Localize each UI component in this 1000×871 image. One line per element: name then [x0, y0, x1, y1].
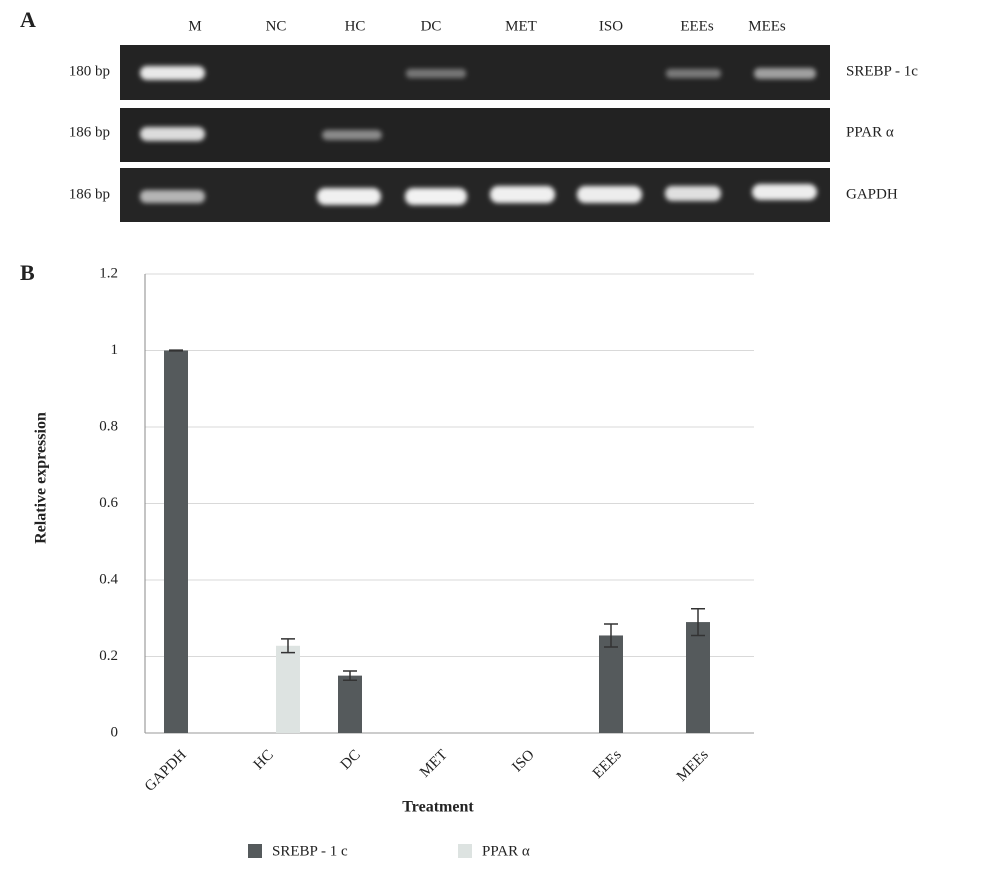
gene-label: SREBP - 1c [846, 63, 918, 79]
gene-label: PPAR α [846, 124, 894, 140]
error-bar [691, 607, 705, 637]
lane-label: HC [345, 18, 366, 34]
band-size: 180 bp [69, 63, 110, 79]
gel-image [120, 45, 830, 222]
y-axis-title: Relative expression [33, 412, 50, 544]
bar [599, 635, 623, 733]
lane-label: MET [505, 18, 537, 34]
y-tick-label: 0 [111, 724, 119, 740]
x-tick-label: ISO [509, 747, 538, 776]
y-tick-label: 1.2 [99, 265, 118, 281]
x-tick-label: EEEs [590, 747, 625, 782]
bar [686, 622, 710, 733]
lane-label: MEEs [748, 18, 786, 34]
x-tick-label: MEEs [674, 747, 712, 785]
panel-label: A [20, 7, 36, 32]
gene-label: GAPDH [846, 186, 898, 202]
legend-swatch [248, 844, 262, 858]
error-bar [169, 349, 183, 352]
y-tick-label: 0.2 [99, 648, 118, 664]
bar [164, 350, 188, 733]
x-tick-label: MET [417, 747, 451, 781]
lane-label: NC [266, 18, 287, 34]
legend-label: SREBP - 1 c [272, 843, 348, 859]
x-tick-label: GAPDH [142, 747, 190, 795]
x-axis-title: Treatment [402, 799, 474, 816]
panel-label: B [20, 260, 35, 285]
error-bar [604, 623, 618, 648]
error-bar [281, 638, 295, 654]
error-bar [343, 670, 357, 681]
y-tick-label: 0.8 [99, 418, 118, 434]
legend-swatch [458, 844, 472, 858]
lane-label: M [188, 18, 201, 34]
x-tick-label: HC [251, 747, 277, 773]
y-tick-label: 1 [111, 342, 119, 358]
y-tick-label: 0.4 [99, 571, 118, 587]
x-tick-label: DC [338, 747, 364, 773]
bar [338, 675, 362, 733]
legend-label: PPAR α [482, 843, 530, 859]
y-tick-label: 0.6 [99, 495, 118, 511]
band-size: 186 bp [69, 186, 110, 202]
lane-label: EEEs [680, 18, 713, 34]
lane-label: ISO [599, 18, 623, 34]
bar [276, 645, 300, 733]
band-size: 186 bp [69, 124, 110, 140]
lane-label: DC [421, 18, 442, 34]
